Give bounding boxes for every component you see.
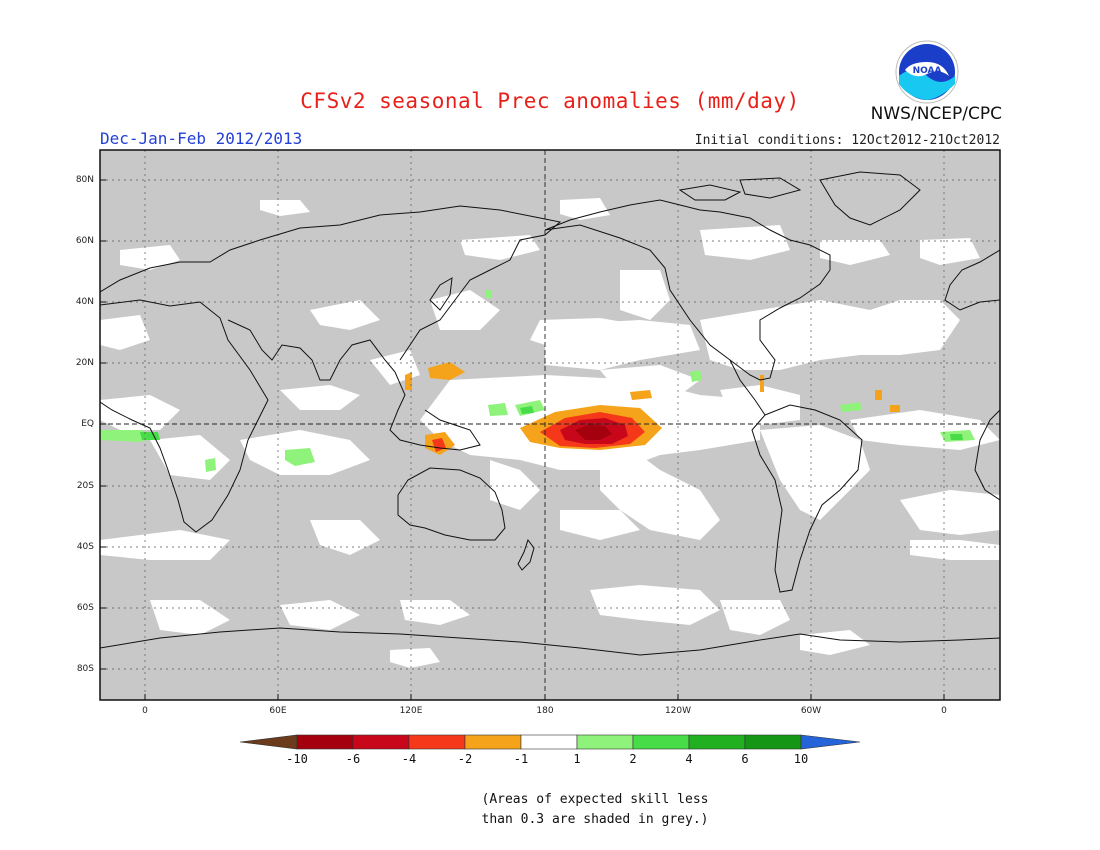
colorbar-bin-1	[296, 734, 354, 750]
lon-label-120w: 120W	[664, 706, 692, 716]
colorbar-bin-3	[408, 734, 466, 750]
lat-label-40s: 40S	[76, 542, 94, 552]
colorbar-tick-label: 10	[793, 752, 809, 766]
colorbar-low-arrow	[239, 734, 298, 750]
lon-label-180: 180	[536, 706, 554, 716]
lat-label-60s: 60S	[76, 603, 94, 613]
colorbar-tick-label: -2	[457, 752, 473, 766]
lon-label-60e: 60E	[269, 706, 287, 716]
colorbar-bin-7	[632, 734, 690, 750]
colorbar-bin-8	[688, 734, 746, 750]
initial-conditions-label: Initial conditions: 12Oct2012-21Oct2012	[694, 133, 1000, 148]
lat-label-60n: 60N	[75, 236, 94, 246]
colorbar-tick-label: -4	[401, 752, 417, 766]
colorbar-tick-label: 4	[685, 752, 693, 766]
axis-ticks	[100, 179, 945, 700]
skill-note-line-1: (Areas of expected skill less	[481, 792, 709, 807]
dry-anomaly-dark-red	[575, 424, 612, 440]
lat-label-20n: 20N	[75, 358, 94, 368]
lon-label-0-east: 0	[941, 706, 947, 716]
map-frame	[99, 149, 1001, 701]
season-label: Dec-Jan-Feb 2012/2013	[100, 129, 303, 148]
logo-text: NOAA	[913, 66, 942, 76]
agency-label: NWS/NCEP/CPC	[870, 104, 1002, 124]
graticule	[100, 150, 1000, 700]
colorbar-tick-label: -6	[345, 752, 361, 766]
colorbar-bin-5	[520, 734, 578, 750]
colorbar-bin-4	[464, 734, 522, 750]
colorbar-bin-9	[744, 734, 802, 750]
coastlines	[100, 171, 1000, 656]
lat-label-eq: EQ	[81, 419, 94, 429]
lat-label-80s: 80S	[76, 664, 94, 674]
colorbar-bin-2	[352, 734, 410, 750]
colorbar-tick-label: -1	[513, 752, 529, 766]
noaa-logo-icon: NOAA	[895, 40, 959, 104]
lon-label-60w: 60W	[800, 706, 822, 716]
colorbar-tick-label: 6	[741, 752, 749, 766]
lat-label-80n: 80N	[75, 175, 94, 185]
colorbar-tick-label: 1	[573, 752, 581, 766]
lat-label-40n: 40N	[75, 297, 94, 307]
skill-note-line-2: than 0.3 are shaded in grey.)	[481, 812, 709, 827]
lon-label-0: 0	[142, 706, 148, 716]
colorbar-tick-label: -10	[286, 752, 308, 766]
anomaly-field	[100, 150, 1000, 700]
map-title: CFSv2 seasonal Prec anomalies (mm/day)	[300, 89, 800, 113]
colorbar-high-arrow	[800, 734, 861, 750]
lon-label-120e: 120E	[399, 706, 423, 716]
colorbar	[239, 734, 861, 750]
lat-label-20s: 20S	[76, 481, 94, 491]
colorbar-bin-6	[576, 734, 634, 750]
colorbar-tick-label: 2	[629, 752, 637, 766]
